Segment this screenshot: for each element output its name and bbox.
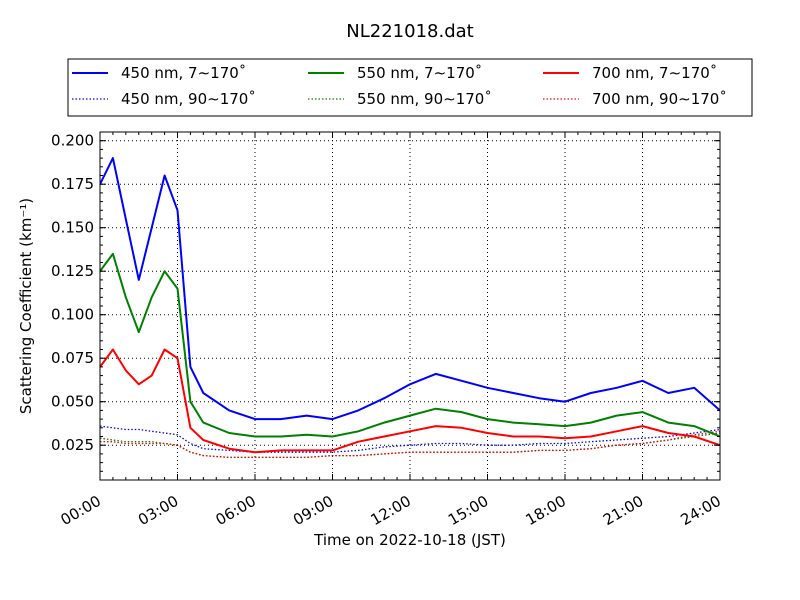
x-tick-label: 24:00 xyxy=(678,492,724,529)
x-tick-label: 12:00 xyxy=(368,492,414,529)
y-tick-label: 0.025 xyxy=(51,436,94,454)
series-line xyxy=(100,252,720,438)
y-tick-label: 0.150 xyxy=(51,219,94,237)
x-tick-labels: 00:00 03:00 06:00 09:00 12:00 15:00 18:00 21:00… xyxy=(58,492,724,529)
y-tick-label: 0.125 xyxy=(51,262,94,280)
legend-label: 700 nm, 90∼170˚ xyxy=(592,90,727,108)
legend-label: 700 nm, 7∼170˚ xyxy=(592,64,717,82)
x-tick-label: 09:00 xyxy=(290,492,336,529)
y-axis-label: Scattering Coefficient (km⁻¹) xyxy=(17,198,35,414)
x-axis-label: Time on 2022-10-18 (JST) xyxy=(313,531,506,549)
legend-label: 450 nm, 7∼170˚ xyxy=(121,64,246,82)
x-tick-label: 18:00 xyxy=(523,492,569,529)
series-line xyxy=(100,425,720,453)
y-tick-label: 0.075 xyxy=(51,349,94,367)
y-tick-label: 0.100 xyxy=(51,306,94,324)
series-layer xyxy=(100,157,720,459)
legend-box xyxy=(67,58,753,117)
ticks xyxy=(99,131,721,481)
legend-label: 450 nm, 90∼170˚ xyxy=(121,90,256,108)
x-tick-label: 06:00 xyxy=(213,492,259,529)
series-line xyxy=(100,430,720,459)
y-tick-label: 0.175 xyxy=(51,175,94,193)
plot-area xyxy=(99,131,721,481)
x-tick-label: 00:00 xyxy=(58,492,104,529)
x-tick-label: 21:00 xyxy=(600,492,646,529)
x-tick-label: 03:00 xyxy=(135,492,181,529)
y-tick-label: 0.200 xyxy=(51,132,94,150)
y-tick-label: 0.050 xyxy=(51,393,94,411)
series-line xyxy=(100,348,720,454)
series-line xyxy=(100,157,720,421)
x-tick-label: 15:00 xyxy=(445,492,491,529)
gridlines xyxy=(100,132,720,480)
chart-title: NL221018.dat xyxy=(346,21,473,42)
legend: 450 nm, 7∼170˚ 550 nm, 7∼170˚ 700 nm, 7∼17… xyxy=(67,58,753,117)
legend-label: 550 nm, 7∼170˚ xyxy=(357,64,482,82)
y-tick-labels: 0.025 0.050 0.075 0.100 0.125 0.150 0.175 0.200 xyxy=(51,132,94,455)
legend-label: 550 nm, 90∼170˚ xyxy=(357,90,492,108)
